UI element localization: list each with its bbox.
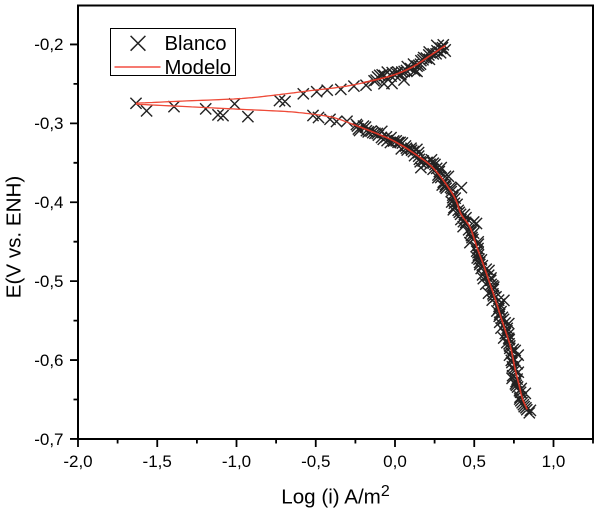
svg-text:0,5: 0,5: [462, 452, 486, 471]
svg-text:-0,6: -0,6: [34, 351, 63, 370]
svg-text:-0,4: -0,4: [34, 193, 63, 212]
svg-text:E(V vs. ENH): E(V vs. ENH): [2, 176, 25, 298]
svg-text:Log (i) A/m2: Log (i) A/m2: [281, 483, 390, 509]
svg-text:0,0: 0,0: [383, 452, 407, 471]
svg-text:-0,3: -0,3: [34, 114, 63, 133]
svg-text:1,0: 1,0: [542, 452, 566, 471]
svg-text:-0,5: -0,5: [34, 272, 63, 291]
svg-text:-1,5: -1,5: [143, 452, 172, 471]
svg-text:-0,7: -0,7: [34, 430, 63, 449]
svg-text:Modelo: Modelo: [165, 57, 232, 79]
svg-text:Blanco: Blanco: [165, 33, 227, 55]
svg-text:-2,0: -2,0: [63, 452, 92, 471]
svg-text:-0,5: -0,5: [301, 452, 330, 471]
svg-text:-1,0: -1,0: [222, 452, 251, 471]
svg-text:-0,2: -0,2: [34, 35, 63, 54]
